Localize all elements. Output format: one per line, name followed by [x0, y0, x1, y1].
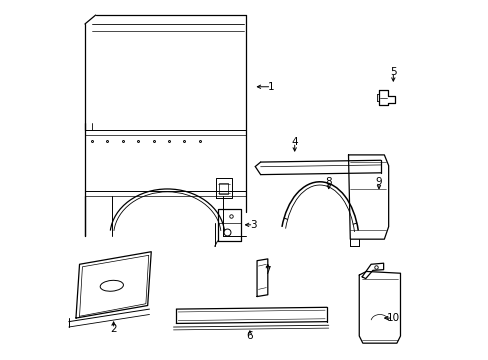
- Text: 9: 9: [375, 177, 382, 187]
- Text: 2: 2: [110, 324, 117, 334]
- Text: 3: 3: [250, 220, 256, 230]
- Text: 7: 7: [264, 266, 270, 276]
- Text: 1: 1: [267, 82, 274, 92]
- Text: 4: 4: [291, 138, 297, 147]
- Text: 5: 5: [389, 67, 396, 77]
- Bar: [219, 183, 228, 194]
- Text: 8: 8: [325, 177, 331, 187]
- Text: 10: 10: [386, 313, 399, 323]
- Text: 6: 6: [246, 331, 253, 341]
